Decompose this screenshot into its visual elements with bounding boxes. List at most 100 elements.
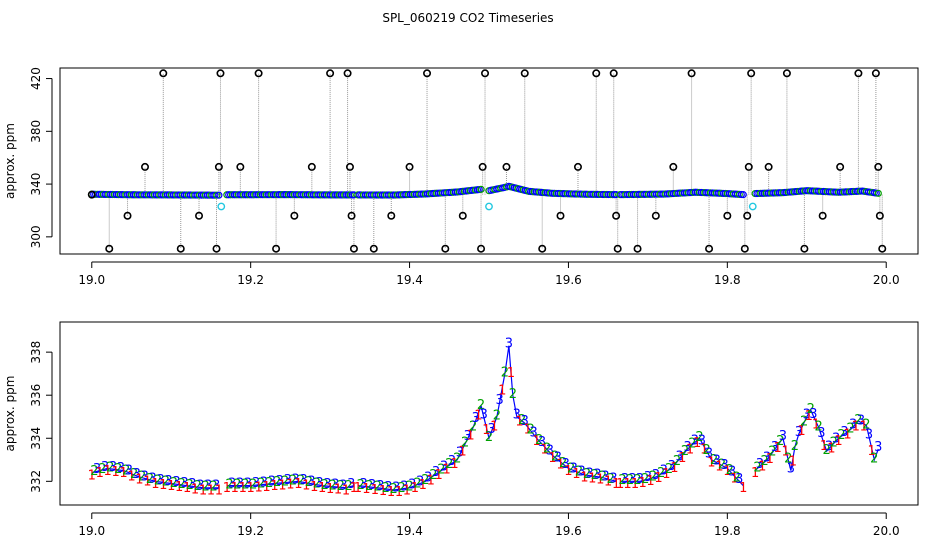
point-label: 1 — [119, 466, 127, 481]
point-label: 1 — [827, 442, 835, 457]
x-tick-label: 19.8 — [714, 273, 741, 287]
point-label: 1 — [572, 467, 580, 482]
point-label: 3 — [705, 446, 713, 461]
point-label: 1 — [342, 483, 350, 498]
spike-point — [349, 244, 358, 253]
point-label: 2 — [265, 476, 273, 491]
point-label: 1 — [758, 460, 766, 475]
point-label: 3 — [874, 440, 882, 455]
point-label: 3 — [771, 440, 779, 455]
point-label: 3 — [472, 411, 480, 426]
point-label: 2 — [641, 472, 649, 487]
x-tick-label: 19.2 — [237, 273, 264, 287]
point-label: 2 — [313, 477, 321, 492]
point-label: 3 — [488, 422, 496, 437]
point-label: 3 — [164, 474, 172, 489]
point-label: 1 — [354, 481, 362, 496]
series-line — [226, 480, 355, 489]
point-label: 2 — [122, 464, 130, 479]
point-label: 3 — [101, 460, 109, 475]
point-label: 3 — [562, 457, 570, 472]
point-label: 3 — [117, 461, 125, 476]
point-label: 3 — [212, 479, 220, 494]
point-label: 1 — [442, 463, 450, 478]
point-label: 3 — [628, 472, 636, 487]
point-label: 3 — [505, 337, 513, 352]
baseline-point — [477, 185, 485, 193]
point-label: 3 — [832, 432, 840, 447]
point-label: 1 — [223, 481, 231, 496]
point-label: 1 — [820, 439, 828, 454]
point-label: 2 — [429, 468, 437, 483]
spike-point — [387, 211, 396, 220]
x-tick-label: 19.4 — [396, 524, 423, 538]
spike-point — [195, 211, 204, 220]
point-label: 1 — [96, 466, 104, 481]
x-tick-label: 19.0 — [78, 524, 105, 538]
point-label: 3 — [359, 477, 367, 492]
x-tick-label: 19.2 — [237, 524, 264, 538]
spike-point — [423, 69, 432, 78]
spike-point — [592, 69, 601, 78]
point-label: 1 — [564, 464, 572, 479]
point-label: 2 — [837, 428, 845, 443]
point-label: 1 — [604, 475, 612, 490]
top-panel-spike-timeseries: 19.0 19.2 19.4 19.6 19.8 20.0 300 340 380 420 appr… — [3, 67, 919, 287]
spike-point — [609, 69, 618, 78]
point-label: 1 — [466, 428, 474, 443]
point-label: 2 — [233, 478, 241, 493]
point-label: 2 — [297, 474, 305, 489]
point-label: 1 — [751, 466, 759, 481]
spike-point — [214, 162, 223, 171]
spike-point — [836, 162, 845, 171]
point-label: 2 — [583, 467, 591, 482]
point-label: 2 — [397, 481, 405, 496]
point-label: 1 — [318, 481, 326, 496]
spike-point — [290, 211, 299, 220]
point-label: 3 — [440, 460, 448, 475]
point-label: 2 — [761, 454, 769, 469]
point-label: 1 — [498, 384, 506, 399]
point-label: 2 — [194, 479, 202, 494]
point-label: 3 — [204, 479, 212, 494]
spike-point — [747, 69, 756, 78]
point-label: 2 — [170, 476, 178, 491]
y-tick-label: 336 — [29, 384, 43, 407]
spike-point — [216, 69, 225, 78]
point-label: 1 — [646, 474, 654, 489]
point-label: 2 — [726, 463, 734, 478]
point-label: 1 — [458, 445, 466, 460]
point-label: 3 — [803, 408, 811, 423]
y-tick-label: 300 — [29, 225, 43, 248]
point-label: 2 — [461, 436, 469, 451]
point-label: 2 — [649, 470, 657, 485]
point-label: 2 — [453, 452, 461, 467]
point-label: 1 — [524, 423, 532, 438]
point-label: 2 — [846, 422, 854, 437]
point-label: 3 — [787, 461, 795, 476]
point-label: 1 — [362, 482, 370, 497]
point-label: 2 — [337, 479, 345, 494]
flagged-point — [485, 202, 493, 211]
point-label: 1 — [270, 479, 278, 494]
point-label: 1 — [654, 471, 662, 486]
point-label: 1 — [302, 478, 310, 493]
spike-point — [818, 211, 827, 220]
point-label: 3 — [840, 425, 848, 440]
spike-point — [212, 244, 221, 253]
point-label: 2 — [321, 478, 329, 493]
point-label: 1 — [739, 481, 747, 496]
point-label: 2 — [665, 462, 673, 477]
point-label: 1 — [693, 436, 701, 451]
point-label: 2 — [862, 417, 870, 432]
point-label: 3 — [368, 478, 376, 493]
baseline-point — [874, 189, 882, 197]
point-label: 2 — [830, 435, 838, 450]
point-label: 3 — [339, 478, 347, 493]
point-label: 3 — [713, 454, 721, 469]
point-label: 3 — [676, 450, 684, 465]
point-label: 1 — [175, 480, 183, 495]
point-label: 2 — [469, 419, 477, 434]
point-label: 3 — [260, 475, 268, 490]
